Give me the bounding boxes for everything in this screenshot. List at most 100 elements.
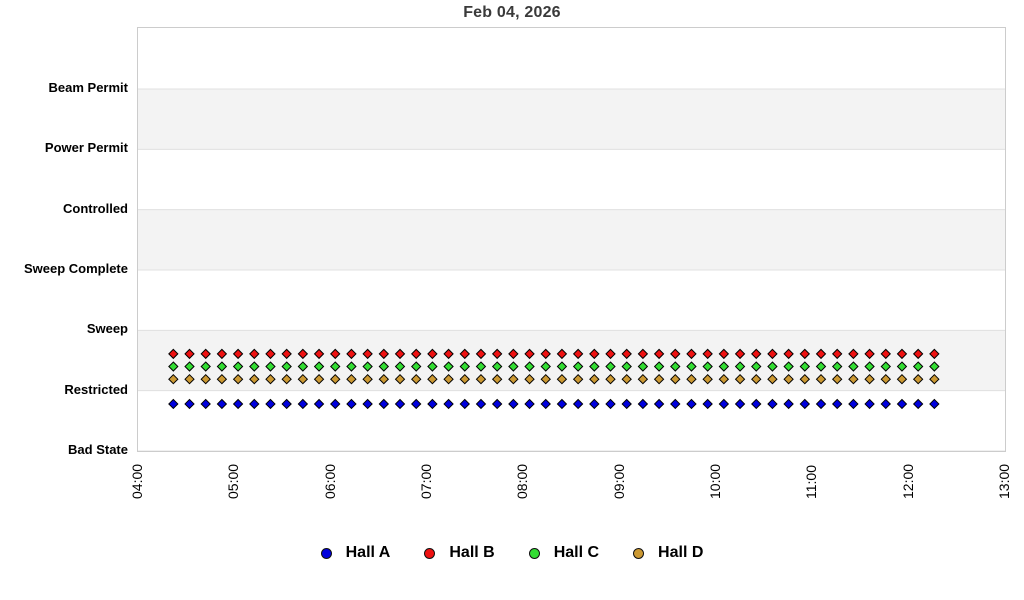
data-point-hall-b	[831, 348, 843, 360]
chart-title: Feb 04, 2026	[463, 4, 561, 21]
data-point-hall-a	[734, 398, 746, 410]
data-point-hall-c	[346, 361, 357, 372]
data-point-hall-d	[232, 373, 244, 385]
data-point-hall-a	[815, 398, 827, 410]
data-point-hall-a	[637, 398, 649, 410]
data-point-hall-b	[427, 348, 438, 360]
data-point-hall-d	[621, 373, 632, 385]
data-point-hall-a	[540, 398, 551, 410]
data-point-hall-c	[184, 361, 195, 372]
legend-marker-icon	[320, 547, 332, 559]
data-point-hall-b	[249, 348, 260, 360]
data-point-hall-a	[848, 398, 859, 410]
data-point-hall-c	[410, 361, 422, 372]
data-point-hall-d	[637, 373, 649, 385]
data-point-hall-d	[200, 373, 211, 385]
data-point-hall-d	[589, 373, 600, 385]
data-point-hall-a	[589, 398, 600, 410]
data-point-hall-b	[734, 348, 746, 360]
data-point-hall-d	[265, 373, 276, 385]
data-point-hall-c	[427, 361, 438, 372]
x-axis-label: 07:00	[418, 463, 434, 499]
data-point-hall-a	[362, 398, 373, 410]
data-point-hall-b	[912, 348, 924, 360]
data-point-hall-b	[410, 348, 422, 360]
data-point-hall-c	[848, 361, 859, 372]
data-point-hall-c	[670, 361, 681, 372]
data-point-hall-d	[912, 373, 924, 385]
data-point-hall-c	[929, 361, 940, 372]
data-point-hall-c	[265, 361, 276, 372]
data-point-hall-b	[799, 348, 811, 360]
y-axis-label: Beam Permit	[48, 80, 128, 95]
data-point-hall-b	[540, 348, 551, 360]
data-point-hall-c	[751, 361, 762, 372]
x-axis-label: 09:00	[610, 463, 627, 499]
data-point-hall-d	[751, 373, 762, 385]
data-point-hall-c	[297, 361, 309, 372]
data-point-hall-b	[443, 348, 454, 360]
legend-item-hall-d: Hall D	[633, 544, 703, 562]
data-point-hall-d	[799, 373, 811, 385]
data-point-hall-a	[896, 398, 908, 410]
data-point-hall-d	[686, 373, 697, 385]
data-point-hall-a	[702, 398, 713, 410]
data-point-hall-d	[508, 373, 519, 385]
plot-area	[137, 27, 1006, 452]
legend-label: Hall D	[658, 544, 704, 561]
data-point-hall-a	[459, 398, 470, 410]
data-point-hall-c	[168, 361, 179, 372]
data-point-hall-d	[880, 373, 891, 385]
data-point-hall-d	[896, 373, 908, 385]
data-point-hall-c	[686, 361, 697, 372]
data-point-hall-a	[831, 398, 843, 410]
data-point-hall-b	[184, 348, 195, 360]
data-point-hall-b	[524, 348, 535, 360]
data-point-hall-c	[200, 361, 211, 372]
data-point-hall-b	[491, 348, 503, 360]
data-point-hall-d	[848, 373, 859, 385]
data-point-hall-a	[572, 398, 584, 410]
data-point-hall-c	[605, 361, 616, 372]
y-axis-label: Bad State	[68, 442, 128, 457]
data-point-hall-c	[443, 361, 454, 372]
data-point-hall-d	[702, 373, 713, 385]
data-point-hall-c	[232, 361, 244, 372]
data-point-hall-a	[330, 398, 341, 410]
data-point-hall-b	[200, 348, 211, 360]
x-axis-label: 08:00	[514, 463, 531, 499]
data-point-hall-a	[912, 398, 924, 410]
data-point-hall-b	[751, 348, 762, 360]
data-point-hall-d	[734, 373, 746, 385]
x-axis-label: 13:00	[996, 463, 1012, 499]
data-point-hall-b	[297, 348, 309, 360]
data-point-hall-a	[200, 398, 211, 410]
data-point-hall-b	[459, 348, 470, 360]
data-point-hall-b	[281, 348, 292, 360]
x-axis-label: 05:00	[225, 463, 242, 499]
y-axis-label: Restricted	[64, 381, 128, 397]
data-point-hall-c	[912, 361, 924, 372]
data-point-hall-d	[524, 373, 535, 385]
data-point-hall-c	[589, 361, 600, 372]
data-point-hall-b	[718, 348, 730, 360]
y-axis-label: Controlled	[63, 200, 128, 216]
data-point-hall-d	[443, 373, 454, 385]
shaded-band	[138, 209, 1005, 270]
legend-item-hall-a: Hall A	[320, 544, 390, 562]
data-point-hall-c	[281, 361, 292, 372]
data-point-hall-c	[216, 361, 228, 372]
data-point-hall-d	[313, 373, 325, 385]
data-point-hall-a	[168, 398, 179, 410]
y-axis-label: Sweep Complete	[23, 261, 128, 276]
data-point-hall-c	[475, 361, 487, 372]
data-point-hall-c	[249, 361, 260, 372]
data-point-hall-d	[281, 373, 292, 385]
data-point-hall-a	[556, 398, 568, 410]
data-point-hall-b	[589, 348, 600, 360]
data-point-hall-c	[362, 361, 373, 372]
data-point-hall-b	[556, 348, 568, 360]
data-point-hall-b	[653, 348, 665, 360]
data-point-hall-c	[783, 361, 794, 372]
legend-marker-icon	[424, 547, 436, 559]
